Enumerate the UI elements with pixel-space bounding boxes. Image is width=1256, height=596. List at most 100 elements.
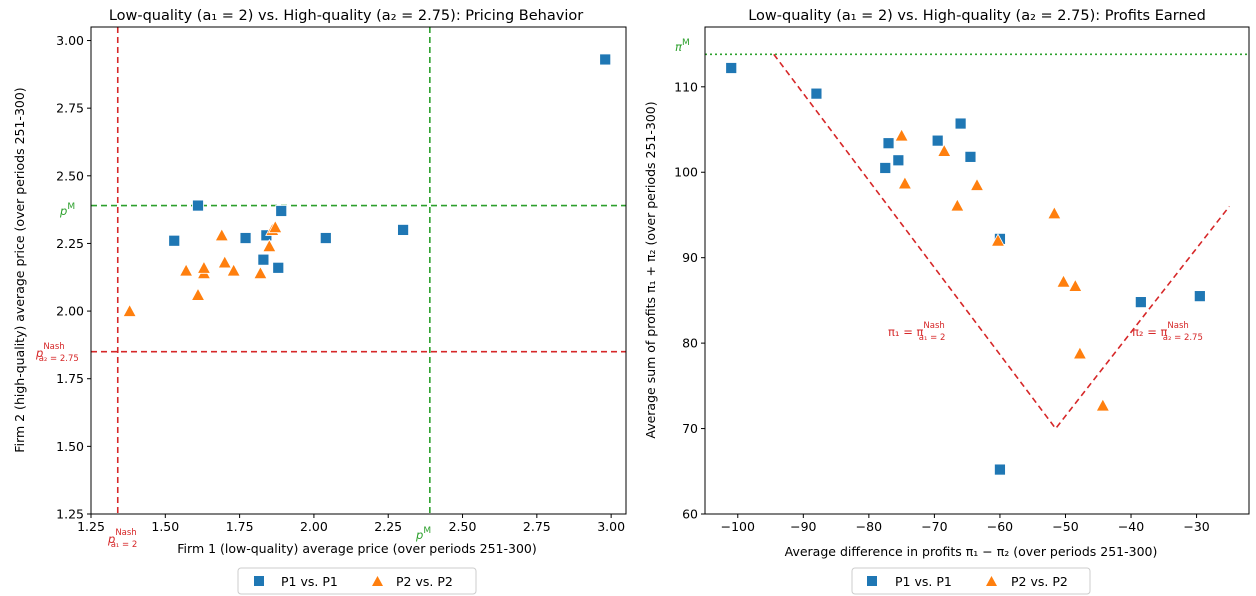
- profits-point-p1: [964, 150, 977, 163]
- pricing-point-p1: [397, 224, 409, 236]
- pricing-x-tick-label: 1.25: [77, 519, 105, 534]
- pricing-y-tick-label: 1.75: [56, 371, 84, 386]
- profits-point-p1: [879, 162, 892, 174]
- pricing-pnash-x-label: pNash a₁ = 2: [107, 528, 137, 550]
- profits-point-p2: [894, 128, 909, 142]
- pricing-point-p1: [272, 261, 285, 274]
- profits-y-tick-label: 70: [682, 421, 698, 436]
- pricing-point-p1: [168, 234, 181, 247]
- pricing-point-p1: [257, 253, 270, 266]
- pricing-x-tick-label: 2.25: [374, 519, 402, 534]
- profits-point-p2: [1068, 278, 1083, 292]
- legend-p2-marker: [372, 576, 383, 586]
- profits-plot-frame: [704, 26, 1250, 515]
- profits-y-axis-label: Average sum of profits π₁ + π₂ (over per…: [643, 101, 658, 438]
- profits-y-tick-label: 90: [682, 250, 698, 265]
- profits-chart: Low-quality (a₁ = 2) vs. High-quality (a…: [643, 8, 1250, 559]
- profits-x-tick-label: −40: [1118, 519, 1144, 534]
- pricing-point-p2: [226, 263, 241, 277]
- profits-x-tick-label: −90: [790, 519, 816, 534]
- pricing-point-p2: [122, 303, 137, 317]
- pricing-point-p2: [178, 263, 194, 277]
- profits-point-p2: [937, 143, 952, 157]
- pricing-plot-frame: [90, 26, 627, 515]
- profits-point-p1: [954, 117, 967, 130]
- profits-point-p2: [950, 198, 965, 212]
- pricing-point-p2: [262, 238, 277, 253]
- pricing-x-axis-label: Firm 1 (low-quality) average price (over…: [177, 541, 536, 556]
- pricing-chart: Low-quality (a₁ = 2) vs. High-quality (a…: [12, 8, 627, 556]
- profits-y-tick-label: 110: [674, 79, 698, 94]
- profits-x-axis-label: Average difference in profits π₁ − π₂ (o…: [785, 544, 1158, 559]
- pricing-y-axis-label: Firm 2 (high-quality) average price (ove…: [12, 87, 27, 452]
- pricing-chart-title: Low-quality (a₁ = 2) vs. High-quality (a…: [109, 8, 583, 24]
- profits-y-tick-label: 60: [682, 507, 698, 522]
- profits-point-p2: [1072, 346, 1088, 360]
- profits-pim-label: πM: [675, 38, 690, 54]
- pricing-x-tick-label: 2.50: [449, 519, 477, 534]
- profits-point-p1: [892, 154, 905, 167]
- pricing-point-p1: [319, 232, 332, 244]
- profits-point-p1: [931, 134, 944, 147]
- pricing-x-tick-label: 1.75: [226, 519, 254, 534]
- profits-point-p2: [1047, 205, 1062, 220]
- profits-y-tick-label: 80: [682, 336, 698, 351]
- profits-x-tick-label: −70: [921, 519, 947, 534]
- profits-x-tick-label: −80: [856, 519, 882, 534]
- pricing-point-p2: [196, 260, 212, 274]
- profits-point-p1: [882, 137, 895, 150]
- pricing-pnash-y-label: pNash a₂ = 2.75: [35, 342, 79, 364]
- pricing-y-tick-label: 1.25: [56, 507, 84, 522]
- pricing-point-p2: [190, 287, 206, 301]
- pricing-point-p2: [253, 265, 268, 280]
- legend-p2-marker: [986, 576, 997, 586]
- profits-point-p2: [1095, 398, 1111, 412]
- profits-plot-area: [705, 27, 1249, 514]
- profits-y-tick-label: 100: [674, 165, 698, 180]
- pricing-pm-x-label: pM: [415, 526, 431, 542]
- pricing-plot-area: [91, 27, 626, 514]
- profits-point-p1: [725, 62, 738, 74]
- pricing-x-tick-label: 2.00: [300, 519, 328, 534]
- profits-chart-title: Low-quality (a₁ = 2) vs. High-quality (a…: [748, 8, 1206, 24]
- pricing-y-tick-label: 2.75: [56, 101, 84, 116]
- pricing-point-p2: [268, 219, 283, 234]
- pricing-point-p2: [214, 227, 229, 242]
- pricing-y-tick-label: 2.25: [56, 236, 84, 251]
- profits-point-p2: [969, 177, 985, 191]
- pricing-pm-y-label: pM: [59, 202, 75, 218]
- legend-p1-label: P1 vs. P1: [895, 574, 952, 589]
- pricing-legend: P1 vs. P1 P2 vs. P2: [237, 567, 477, 595]
- legend-p1-label: P1 vs. P1: [281, 574, 338, 589]
- legend-p2-label: P2 vs. P2: [396, 574, 453, 589]
- profits-point-p1: [810, 87, 823, 100]
- pricing-y-tick-label: 3.00: [56, 33, 84, 48]
- profits-x-tick-label: −60: [987, 519, 1013, 534]
- pricing-y-tick-label: 2.00: [56, 304, 84, 319]
- pricing-point-p1: [275, 205, 288, 217]
- profits-x-tick-label: −50: [1052, 519, 1078, 534]
- pricing-point-p1: [599, 53, 612, 66]
- profits-point-p2: [1056, 274, 1071, 288]
- pricing-x-tick-label: 2.75: [523, 519, 551, 534]
- pricing-y-tick-label: 2.50: [56, 168, 84, 183]
- profits-x-tick-label: −30: [1183, 519, 1209, 534]
- legend-p1-marker: [867, 576, 877, 586]
- profits-x-tick-label: −100: [721, 519, 755, 534]
- profits-point-p1: [1134, 296, 1147, 309]
- pricing-x-tick-label: 3.00: [597, 519, 625, 534]
- legend-p2-label: P2 vs. P2: [1011, 574, 1068, 589]
- profits-pi1-nash-annotation: π₁ = πNash a₁ = 2: [888, 321, 945, 343]
- pricing-point-p2: [217, 255, 232, 269]
- pricing-point-p1: [192, 199, 204, 212]
- pricing-point-p1: [239, 232, 252, 244]
- legend-p1-marker: [254, 576, 264, 586]
- profits-point-p1: [994, 463, 1006, 476]
- profits-point-p2: [897, 176, 913, 190]
- profits-legend: P1 vs. P1 P2 vs. P2: [851, 567, 1091, 595]
- pricing-x-tick-label: 1.50: [151, 519, 179, 534]
- pricing-y-tick-label: 1.50: [56, 439, 84, 454]
- profits-pi2-nash-annotation: π₂ = πNash a₂ = 2.75: [1132, 321, 1203, 343]
- profits-point-p1: [1193, 290, 1206, 303]
